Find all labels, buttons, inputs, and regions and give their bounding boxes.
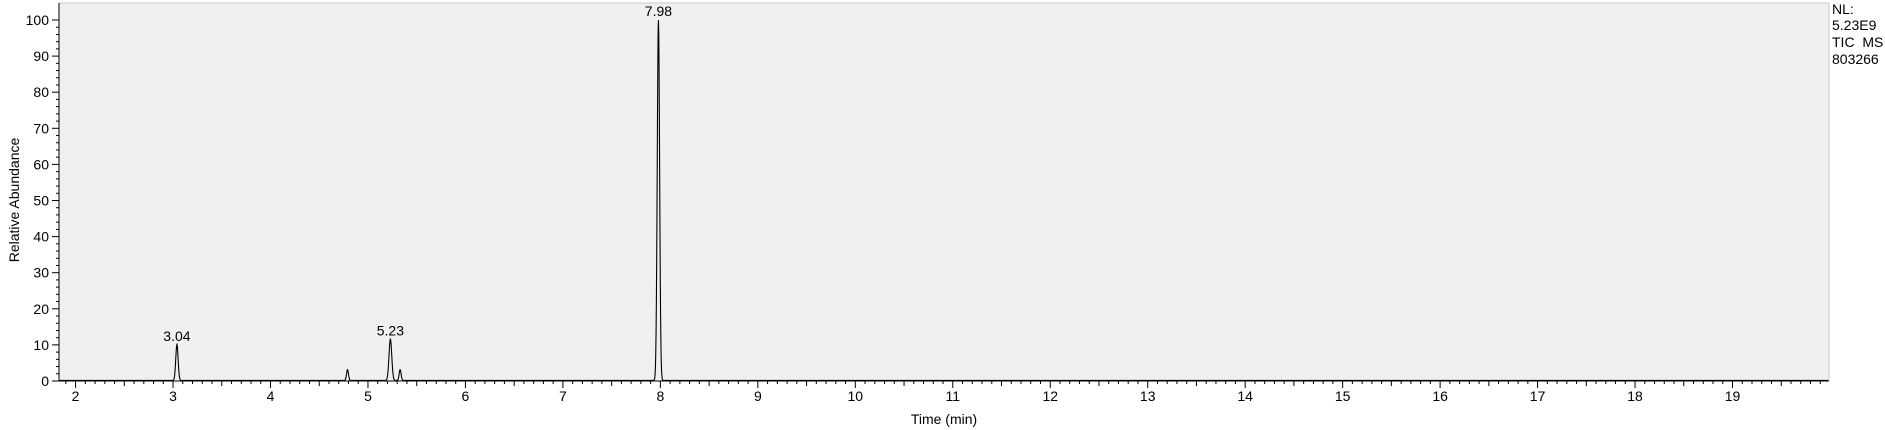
y-axis: 0 10 20 30 40 50 60 70 80 90 100	[26, 3, 60, 389]
x-tick-label: 6	[462, 388, 470, 404]
tic-trace	[59, 19, 1829, 382]
y-tick-label: 30	[33, 265, 49, 281]
nl-value: 5.23E9	[1832, 17, 1877, 33]
x-tick-label: 3	[169, 388, 177, 404]
y-tick-label: 0	[41, 373, 49, 389]
x-axis: 2 3 4 5 6 7 8 9 10 11 12 13 14 15 16 17 18 19	[59, 2, 1830, 404]
x-tick-label: 5	[364, 388, 372, 404]
y-tick-label: 10	[33, 337, 49, 353]
scan-filter: TIC MS	[1832, 34, 1883, 50]
peak-label: 3.04	[163, 328, 190, 344]
x-tick-label: 8	[656, 388, 664, 404]
y-tick-label: 40	[33, 229, 49, 245]
y-tick-label: 90	[33, 48, 49, 64]
y-tick-label: 60	[33, 156, 49, 172]
x-tick-label: 15	[1335, 388, 1351, 404]
x-tick-label: 2	[72, 388, 80, 404]
plot-area	[59, 3, 1829, 381]
x-tick-label: 14	[1237, 388, 1253, 404]
x-tick-label: 16	[1432, 388, 1448, 404]
x-tick-label: 7	[559, 388, 567, 404]
y-tick-label: 50	[33, 193, 49, 209]
nl-label: NL:	[1832, 1, 1854, 17]
peak-label: 7.98	[645, 3, 672, 19]
peak-label: 5.23	[377, 322, 404, 338]
y-tick-label: 80	[33, 84, 49, 100]
peak-labels: 3.04 5.23 7.98	[163, 3, 672, 344]
x-tick-label: 9	[754, 388, 762, 404]
x-tick-label: 13	[1140, 388, 1156, 404]
y-axis-title: Relative Abundance	[6, 138, 22, 263]
x-tick-label: 18	[1627, 388, 1643, 404]
x-tick-label: 17	[1530, 388, 1546, 404]
x-tick-label: 11	[945, 388, 960, 404]
x-tick-label: 12	[1042, 388, 1058, 404]
x-tick-label: 19	[1725, 388, 1741, 404]
y-tick-label: 70	[33, 120, 49, 136]
y-tick-label: 100	[26, 12, 50, 28]
x-tick-label: 10	[848, 388, 864, 404]
x-tick-label: 4	[267, 388, 275, 404]
trace-layer	[59, 19, 1829, 382]
file-id: 803266	[1832, 51, 1879, 67]
y-tick-label: 20	[33, 301, 49, 317]
x-axis-title: Time (min)	[911, 411, 977, 427]
info-block: NL: 5.23E9 TIC MS 803266	[1832, 1, 1883, 67]
